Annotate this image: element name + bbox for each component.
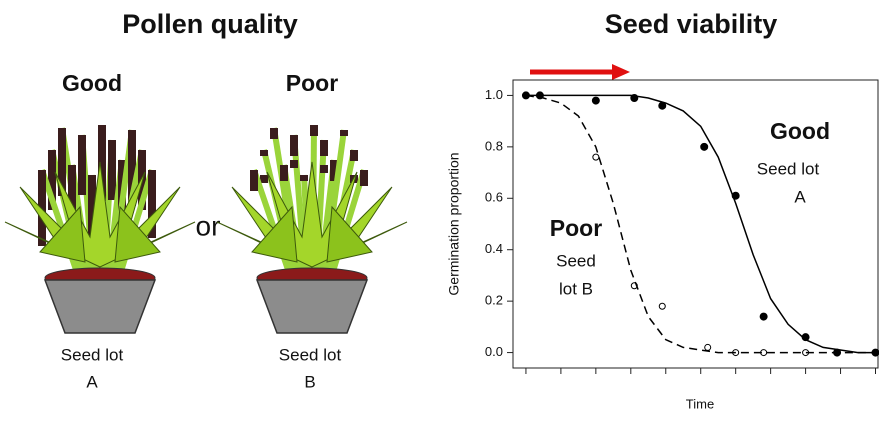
leaves — [5, 162, 195, 267]
or-label: or — [196, 210, 221, 241]
y-tick-label: 0.6 — [485, 190, 503, 205]
page: Pollen quality Seed viability Good Poor … — [0, 0, 879, 422]
data-point — [659, 303, 665, 309]
y-tick-label: 0.4 — [485, 241, 503, 256]
anther — [320, 140, 328, 156]
caption: B — [304, 372, 315, 391]
data-point — [592, 97, 599, 104]
annotation-line: A — [794, 187, 806, 206]
chart-title: Seed viability — [605, 9, 778, 39]
annotation-line: Seed — [556, 251, 596, 270]
anther — [78, 135, 86, 195]
plant-label: Poor — [286, 70, 338, 96]
anther — [320, 165, 328, 173]
y-tick-label: 0.0 — [485, 344, 503, 359]
anther — [290, 135, 298, 156]
annotation-title: Good — [770, 118, 830, 144]
caption: Seed lot — [61, 345, 124, 364]
plant-label: Good — [62, 70, 122, 96]
chart: 0.0 0.2 0.4 0.6 0.8 1.0 Time Germination propor… — [446, 80, 879, 411]
time-arrow-head — [612, 64, 630, 80]
anther — [260, 175, 268, 183]
anther — [340, 130, 348, 136]
anther — [270, 128, 278, 139]
y-tick-label: 1.0 — [485, 87, 503, 102]
caption: Seed lot — [279, 345, 342, 364]
data-point — [701, 143, 708, 150]
anther — [310, 125, 318, 136]
pot — [257, 268, 367, 333]
anther — [250, 170, 258, 191]
anther — [360, 170, 368, 186]
figure: Pollen quality Seed viability Good Poor … — [0, 0, 879, 417]
annotation-title: Poor — [550, 215, 602, 241]
annotation-line: Seed lot — [757, 159, 820, 178]
x-axis-label: Time — [686, 396, 714, 411]
pot — [45, 268, 155, 333]
annotation-line: lot B — [559, 279, 593, 298]
plant-illustration — [217, 125, 407, 333]
data-point — [760, 313, 767, 320]
anther — [260, 150, 268, 156]
y-tick-label: 0.8 — [485, 138, 503, 153]
data-point — [593, 154, 599, 160]
y-axis-label: Germination proportion — [446, 152, 462, 295]
anther — [108, 140, 116, 200]
anther — [290, 160, 298, 168]
leaves — [217, 162, 407, 267]
y-tick-label: 0.2 — [485, 293, 503, 308]
panel-title: Pollen quality — [122, 9, 298, 39]
anther — [350, 150, 358, 161]
plant-illustration — [5, 125, 195, 333]
anther — [280, 165, 288, 181]
caption: A — [86, 372, 98, 391]
data-point — [705, 344, 711, 350]
anther — [300, 175, 308, 181]
